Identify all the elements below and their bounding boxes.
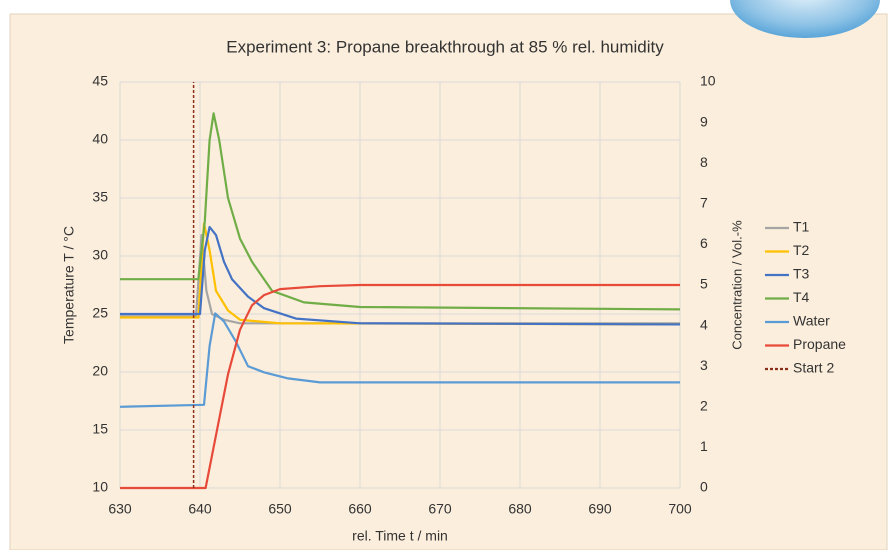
y-tick-label: 10 <box>92 479 108 495</box>
y2-tick-label: 4 <box>700 316 708 332</box>
y2-tick-label: 3 <box>700 357 708 373</box>
y-axis-label: Temperature T / °C <box>61 226 77 344</box>
legend-label: T1 <box>793 219 810 235</box>
y2-tick-label: 6 <box>700 235 708 251</box>
series-line <box>120 222 681 326</box>
y-tick-label: 25 <box>92 305 108 321</box>
legend-label: Propane <box>793 336 846 352</box>
y2-tick-label: 0 <box>700 479 708 495</box>
legend-label: T2 <box>793 242 810 258</box>
decoration <box>730 0 880 38</box>
series-line <box>120 225 681 326</box>
y-tick-label: 15 <box>92 421 108 437</box>
y-tick-label: 30 <box>92 247 108 263</box>
y2-tick-label: 5 <box>700 276 708 292</box>
series-line <box>120 283 680 490</box>
x-tick-label: 640 <box>188 501 212 517</box>
legend-label: Start 2 <box>793 360 834 376</box>
y-tick-label: 40 <box>92 131 108 147</box>
y2-tick-label: 9 <box>700 113 708 129</box>
x-tick-label: 670 <box>428 501 452 517</box>
y-tick-label: 20 <box>92 363 108 379</box>
y2-tick-label: 8 <box>700 154 708 170</box>
x-tick-label: 650 <box>268 501 292 517</box>
y2-tick-label: 1 <box>700 438 708 454</box>
y2-axis-label: Concentration / Vol.-% <box>729 220 744 350</box>
y2-tick-label: 2 <box>700 398 708 414</box>
x-axis-label: rel. Time t / min <box>352 528 448 544</box>
series-line <box>120 112 681 311</box>
chart-panel <box>9 13 888 550</box>
x-tick-label: 680 <box>508 501 532 517</box>
x-tick-label: 660 <box>348 501 372 517</box>
legend-label: T4 <box>793 289 810 305</box>
x-tick-label: 700 <box>668 501 692 517</box>
y2-tick-label: 10 <box>700 73 716 89</box>
y-tick-label: 35 <box>92 189 108 205</box>
legend-label: T3 <box>793 266 810 282</box>
y-tick-label: 45 <box>92 73 108 89</box>
x-tick-label: 630 <box>108 501 132 517</box>
chart-title: Experiment 3: Propane breakthrough at 85… <box>226 37 664 56</box>
y2-tick-label: 7 <box>700 195 708 211</box>
x-tick-label: 690 <box>588 501 612 517</box>
legend-label: Water <box>793 313 830 329</box>
